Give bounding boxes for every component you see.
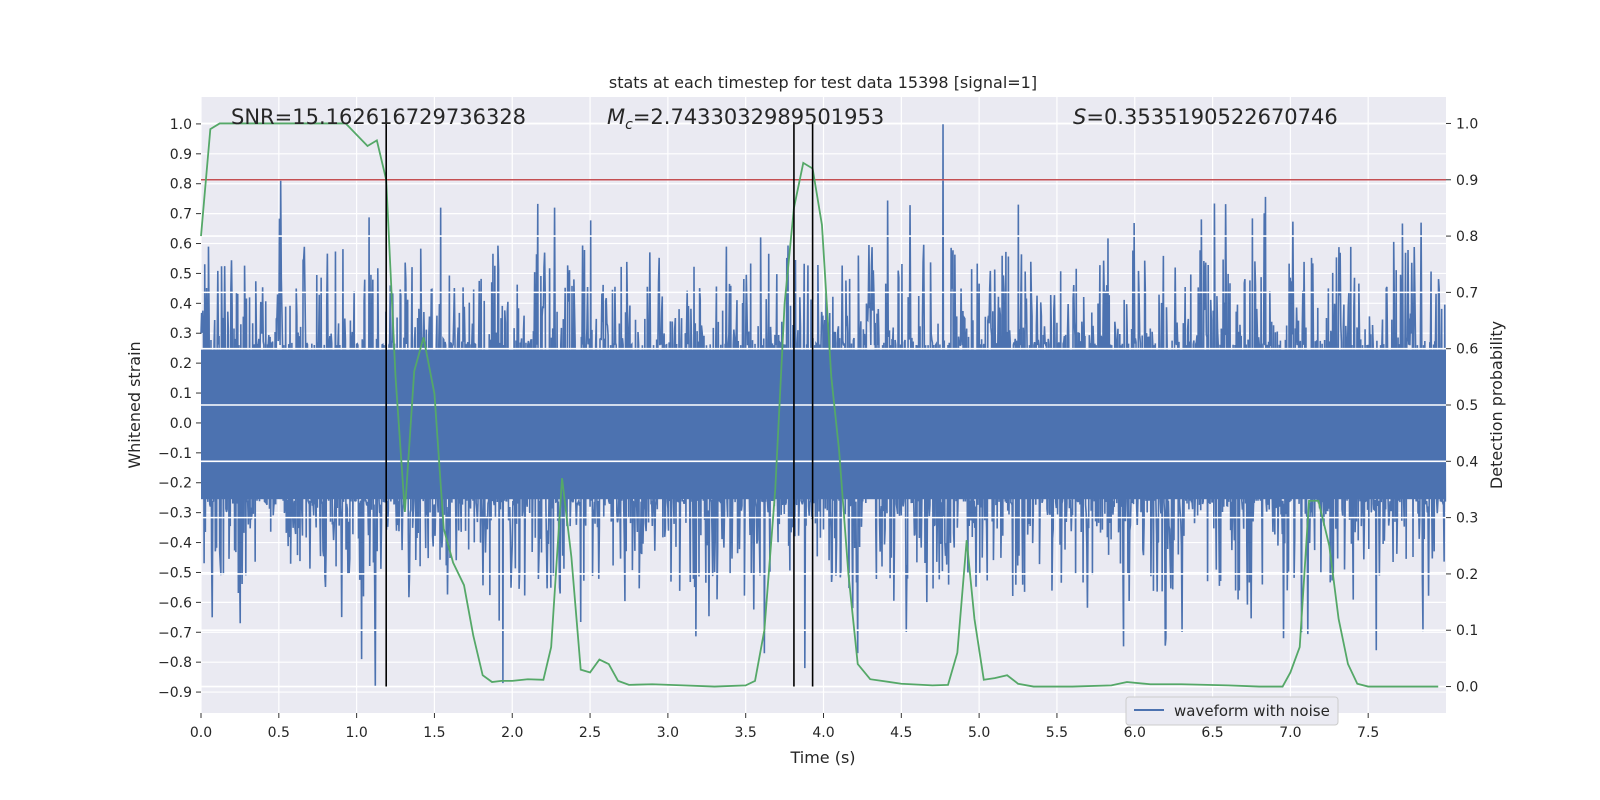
snr-annotation: SNR=15.162616729736328	[231, 105, 526, 129]
x-tick-label: 6.5	[1201, 725, 1223, 741]
x-tick-label: 2.0	[501, 725, 523, 741]
x-tick-label: 5.5	[1046, 725, 1068, 741]
y-tick-label: 0.0	[170, 416, 192, 432]
y-tick-label: −0.1	[158, 446, 192, 462]
y-tick-label: 1.0	[170, 117, 192, 133]
y-tick-label: 0.8	[170, 177, 192, 193]
y-axis-label: Whitened strain	[125, 341, 144, 468]
y2-tick-label: 0.4	[1456, 454, 1478, 470]
vertical-markers	[385, 123, 814, 687]
chirp-mass-symbol: M	[607, 105, 625, 129]
legend: waveform with noise	[1125, 696, 1339, 726]
y-tick-label: −0.5	[158, 565, 192, 581]
x-tick-label: 1.5	[423, 725, 445, 741]
x-tick-label: 2.5	[579, 725, 601, 741]
y2-tick-label: 0.3	[1456, 511, 1478, 527]
legend-box	[1125, 696, 1339, 726]
chirp-mass-annotation: Mc=2.7433032989501953	[607, 105, 884, 133]
x-tick-label: 4.5	[890, 725, 912, 741]
waveform-core-band	[201, 349, 1446, 500]
x-tick-label: 6.0	[1124, 725, 1146, 741]
y-tick-label: −0.4	[158, 536, 192, 552]
chirp-mass-value: =2.7433032989501953	[633, 105, 884, 129]
y-tick-label: −0.8	[158, 655, 192, 671]
x-tick-label: 3.5	[735, 725, 757, 741]
y-tick-label: 0.5	[170, 266, 192, 282]
y-tick-label: −0.7	[158, 625, 192, 641]
x-axis-label: Time (s)	[789, 748, 855, 767]
x-tick-label: 0.0	[190, 725, 212, 741]
y2-tick-label: 0.0	[1456, 680, 1478, 696]
y2-tick-label: 0.2	[1456, 567, 1478, 583]
y-tick-label: 0.3	[170, 326, 192, 342]
y2-tick-label: 0.9	[1456, 173, 1478, 189]
y-axis-ticks: 1.0 0.9 0.8 0.7 0.6 0.5 0.4 0.3 0.2 0.1 0.0 −0.1 −0.…	[158, 117, 201, 701]
x-axis-ticks: 0.0 0.5 1.0 1.5 2.0 2.5 3.0 3.5 4.0 4.5 5.0 5.5 6.0 6…	[190, 713, 1379, 741]
y-tick-label: 0.4	[170, 296, 192, 312]
y-tick-label: 0.1	[170, 386, 192, 402]
y2-tick-label: 0.1	[1456, 623, 1478, 639]
y2-axis-label: Detection probability	[1487, 321, 1506, 489]
x-tick-label: 5.0	[968, 725, 990, 741]
chart-title: stats at each timestep for test data 153…	[609, 73, 1037, 92]
x-tick-label: 4.0	[812, 725, 834, 741]
s-annotation: S=0.3535190522670746	[1073, 105, 1338, 129]
y2-tick-label: 0.7	[1456, 285, 1478, 301]
s-value: =0.3535190522670746	[1086, 105, 1337, 129]
y2-tick-label: 0.5	[1456, 398, 1478, 414]
x-tick-label: 7.5	[1357, 725, 1379, 741]
s-symbol: S	[1073, 105, 1086, 129]
y-tick-label: −0.9	[158, 685, 192, 701]
legend-label: waveform with noise	[1174, 702, 1330, 720]
y-tick-label: 0.9	[170, 147, 192, 163]
y2-axis-ticks: 1.0 0.9 0.8 0.7 0.6 0.5 0.4 0.3 0.2 0.1 0.0	[1446, 116, 1478, 696]
y2-tick-label: 0.8	[1456, 229, 1478, 245]
waveform-series	[200, 123, 1447, 687]
detection-probability-line	[200, 122, 1439, 688]
y-tick-label: −0.6	[158, 595, 192, 611]
x-tick-label: 7.0	[1279, 725, 1301, 741]
y2-tick-label: 1.0	[1456, 116, 1478, 132]
detection-probability-series	[200, 122, 1446, 688]
chirp-mass-subscript: c	[625, 117, 633, 133]
x-tick-label: 3.0	[657, 725, 679, 741]
y-tick-label: 0.7	[170, 207, 192, 223]
x-tick-label: 0.5	[268, 725, 290, 741]
y-tick-label: 0.2	[170, 356, 192, 372]
y-tick-label: 0.6	[170, 237, 192, 253]
y2-tick-label: 0.6	[1456, 342, 1478, 358]
y-tick-label: −0.3	[158, 506, 192, 522]
x-tick-label: 1.0	[345, 725, 367, 741]
y-tick-label: −0.2	[158, 476, 192, 492]
